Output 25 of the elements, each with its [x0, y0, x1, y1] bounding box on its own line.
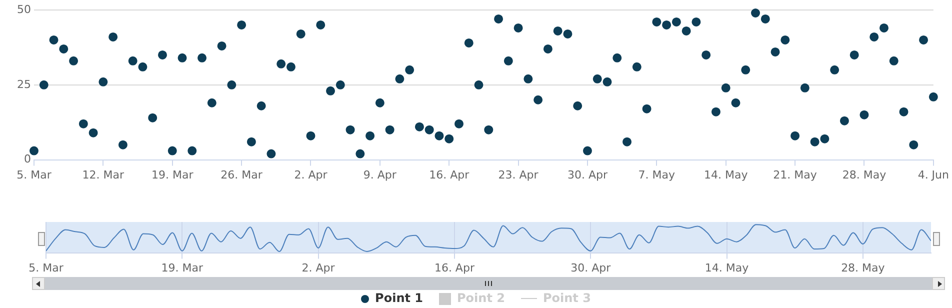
x-tick-label: 28. May — [841, 261, 886, 274]
x-tick-label: 23. Apr — [498, 168, 539, 182]
x-tick-label: 21. May — [773, 168, 818, 182]
y-tick-label: 0 — [24, 152, 31, 166]
x-tick-label: 14. May — [704, 261, 750, 274]
x-tick-label: 30. Apr — [570, 261, 612, 274]
x-tick-label: 9. Apr — [363, 168, 397, 182]
x-tick-label: 4. Jun — [918, 168, 950, 182]
x-tick-label: 12. Mar — [82, 168, 125, 182]
x-tick-label: 28. May — [842, 168, 887, 182]
y-tick-label: 50 — [17, 2, 31, 16]
x-tick-label: 16. Apr — [434, 261, 475, 274]
x-tick-label: 5. Mar — [28, 261, 64, 274]
x-tick-label: 2. Apr — [302, 261, 336, 274]
x-tick-label: 19. Mar — [161, 261, 204, 274]
legend-label: Point 1 — [375, 291, 424, 305]
x-tick-label: 5. Mar — [16, 168, 52, 182]
x-tick-label: 30. Apr — [567, 168, 608, 182]
x-tick-label: 14. May — [704, 168, 748, 182]
x-tick-label: 7. May — [638, 168, 676, 182]
x-tick-label: 26. Mar — [220, 168, 263, 182]
y-tick-label: 25 — [17, 78, 31, 91]
x-tick-label: 19. Mar — [151, 168, 194, 182]
x-tick-label: 2. Apr — [294, 168, 328, 182]
x-tick-label: 16. Apr — [429, 168, 470, 182]
